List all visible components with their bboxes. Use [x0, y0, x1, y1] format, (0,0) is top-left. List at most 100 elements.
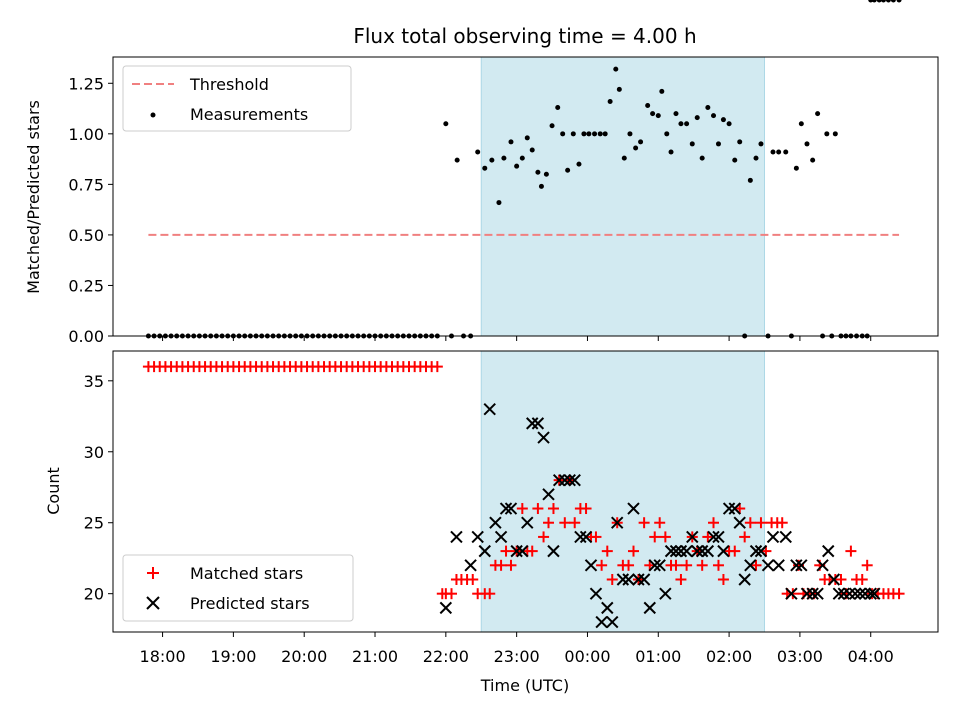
- y-axis-label-bottom: Count: [44, 467, 63, 515]
- predicted-star-point: [806, 587, 819, 600]
- measurement-point: [514, 163, 520, 169]
- predicted-star-point: [722, 502, 736, 515]
- plot-frame-top: [112, 56, 939, 337]
- x-tick-label: 19:00: [210, 647, 256, 666]
- predicted-star-point: [816, 559, 829, 572]
- measurement-point: [565, 167, 571, 173]
- legend-measurements-label: Measurements: [190, 105, 308, 124]
- measurement-point: [549, 123, 555, 129]
- predicted-star-point: [595, 615, 608, 629]
- predicted-star-point: [864, 587, 877, 600]
- predicted-star-point: [471, 530, 484, 544]
- predicted-star-point: [837, 587, 851, 600]
- measurement-point: [890, 0, 896, 3]
- measurement-point: [711, 113, 717, 119]
- measurement-point: [535, 169, 541, 175]
- matched-star-point: [856, 573, 868, 585]
- matched-star-point: [744, 517, 756, 529]
- measurement-point: [699, 155, 705, 161]
- predicted-star-point: [669, 544, 683, 558]
- x-tick-label: 23:00: [494, 647, 540, 666]
- measurement-point: [489, 157, 495, 163]
- matched-star-point: [750, 559, 762, 571]
- matched-star-point: [670, 559, 682, 571]
- predicted-star-point: [822, 544, 835, 558]
- matched-star-point: [538, 531, 550, 543]
- measurement-point: [555, 105, 561, 111]
- measurement-point: [597, 131, 603, 137]
- legend-top: Threshold Measurements: [122, 65, 352, 132]
- measurement-point: [638, 139, 644, 145]
- measurement-point: [832, 131, 838, 137]
- measurement-point: [880, 0, 886, 3]
- predicted-star-point: [494, 530, 508, 544]
- predicted-star-point: [521, 516, 534, 529]
- matched-star-point: [729, 545, 741, 557]
- predicted-star-point: [531, 417, 545, 430]
- x-tick-label: 01:00: [635, 647, 681, 666]
- predicted-star-point: [574, 530, 587, 544]
- matched-star-point: [467, 573, 479, 585]
- measurement-point: [524, 135, 530, 141]
- matched-star-point: [500, 545, 512, 557]
- predicted-star-point: [601, 601, 614, 615]
- measurement-point: [655, 113, 661, 119]
- matched-star-point: [739, 531, 751, 543]
- matched-star-point: [675, 573, 687, 585]
- matched-star-point: [649, 531, 661, 543]
- legend-threshold-label: Threshold: [189, 75, 269, 94]
- matched-star-point: [532, 503, 544, 515]
- matched-star-point: [654, 517, 666, 529]
- matched-star-point: [776, 517, 788, 529]
- measurement-point: [673, 111, 679, 117]
- x-tick-label: 20:00: [281, 647, 327, 666]
- measurement-point: [737, 139, 743, 145]
- matched-star-point: [659, 531, 671, 543]
- predicted-star-point: [744, 559, 757, 572]
- measurement-point: [475, 149, 481, 155]
- predicted-star-point: [738, 573, 751, 586]
- measurement-point: [804, 141, 810, 147]
- matched-star-point: [681, 559, 693, 571]
- matched-star-point: [526, 545, 538, 557]
- predicted-star-point: [761, 559, 775, 572]
- predicted-star-point: [695, 544, 709, 558]
- matched-star-point: [712, 559, 724, 571]
- matched-star-point: [580, 503, 592, 515]
- measurement-point: [543, 171, 549, 177]
- predicted-star-point: [832, 587, 846, 600]
- measurement-point: [519, 155, 525, 161]
- predicted-star-point: [779, 530, 792, 544]
- measurement-point: [621, 155, 627, 161]
- predicted-star-point: [701, 544, 715, 558]
- predicted-star-point: [827, 573, 841, 586]
- matched-star-point: [590, 531, 602, 543]
- predicted-star-point: [853, 587, 867, 600]
- measurement-point: [810, 157, 816, 163]
- predicted-star-point: [749, 544, 763, 558]
- legend-measurements-swatch: [150, 112, 156, 118]
- predicted-star-point: [610, 516, 624, 529]
- measurement-point: [732, 157, 738, 163]
- predicted-star-point: [622, 573, 635, 586]
- measurement-point: [602, 131, 608, 137]
- shaded-region-top: [480, 56, 766, 337]
- matched-star-point: [596, 559, 608, 571]
- top-ytick-label: 0.50: [68, 226, 104, 245]
- measurement-point: [650, 111, 656, 117]
- matched-star-point: [845, 545, 857, 557]
- matched-star-point: [755, 517, 767, 529]
- predicted-star-point: [843, 587, 856, 600]
- measurement-point: [592, 131, 598, 137]
- top-ytick-label: 0.75: [68, 175, 104, 194]
- measurement-point: [570, 131, 576, 137]
- measurement-point: [726, 121, 732, 127]
- panel-counts: 20 25 30 35 18:00 19:00 20:00 21:00 22:00 23:00 00…: [44, 350, 939, 695]
- matched-star-point: [702, 531, 714, 543]
- predicted-star-point: [717, 544, 730, 558]
- matched-star-point: [601, 545, 613, 557]
- shaded-region-bottom: [480, 350, 766, 633]
- predicted-star-point: [450, 530, 463, 544]
- measurement-point: [753, 155, 759, 161]
